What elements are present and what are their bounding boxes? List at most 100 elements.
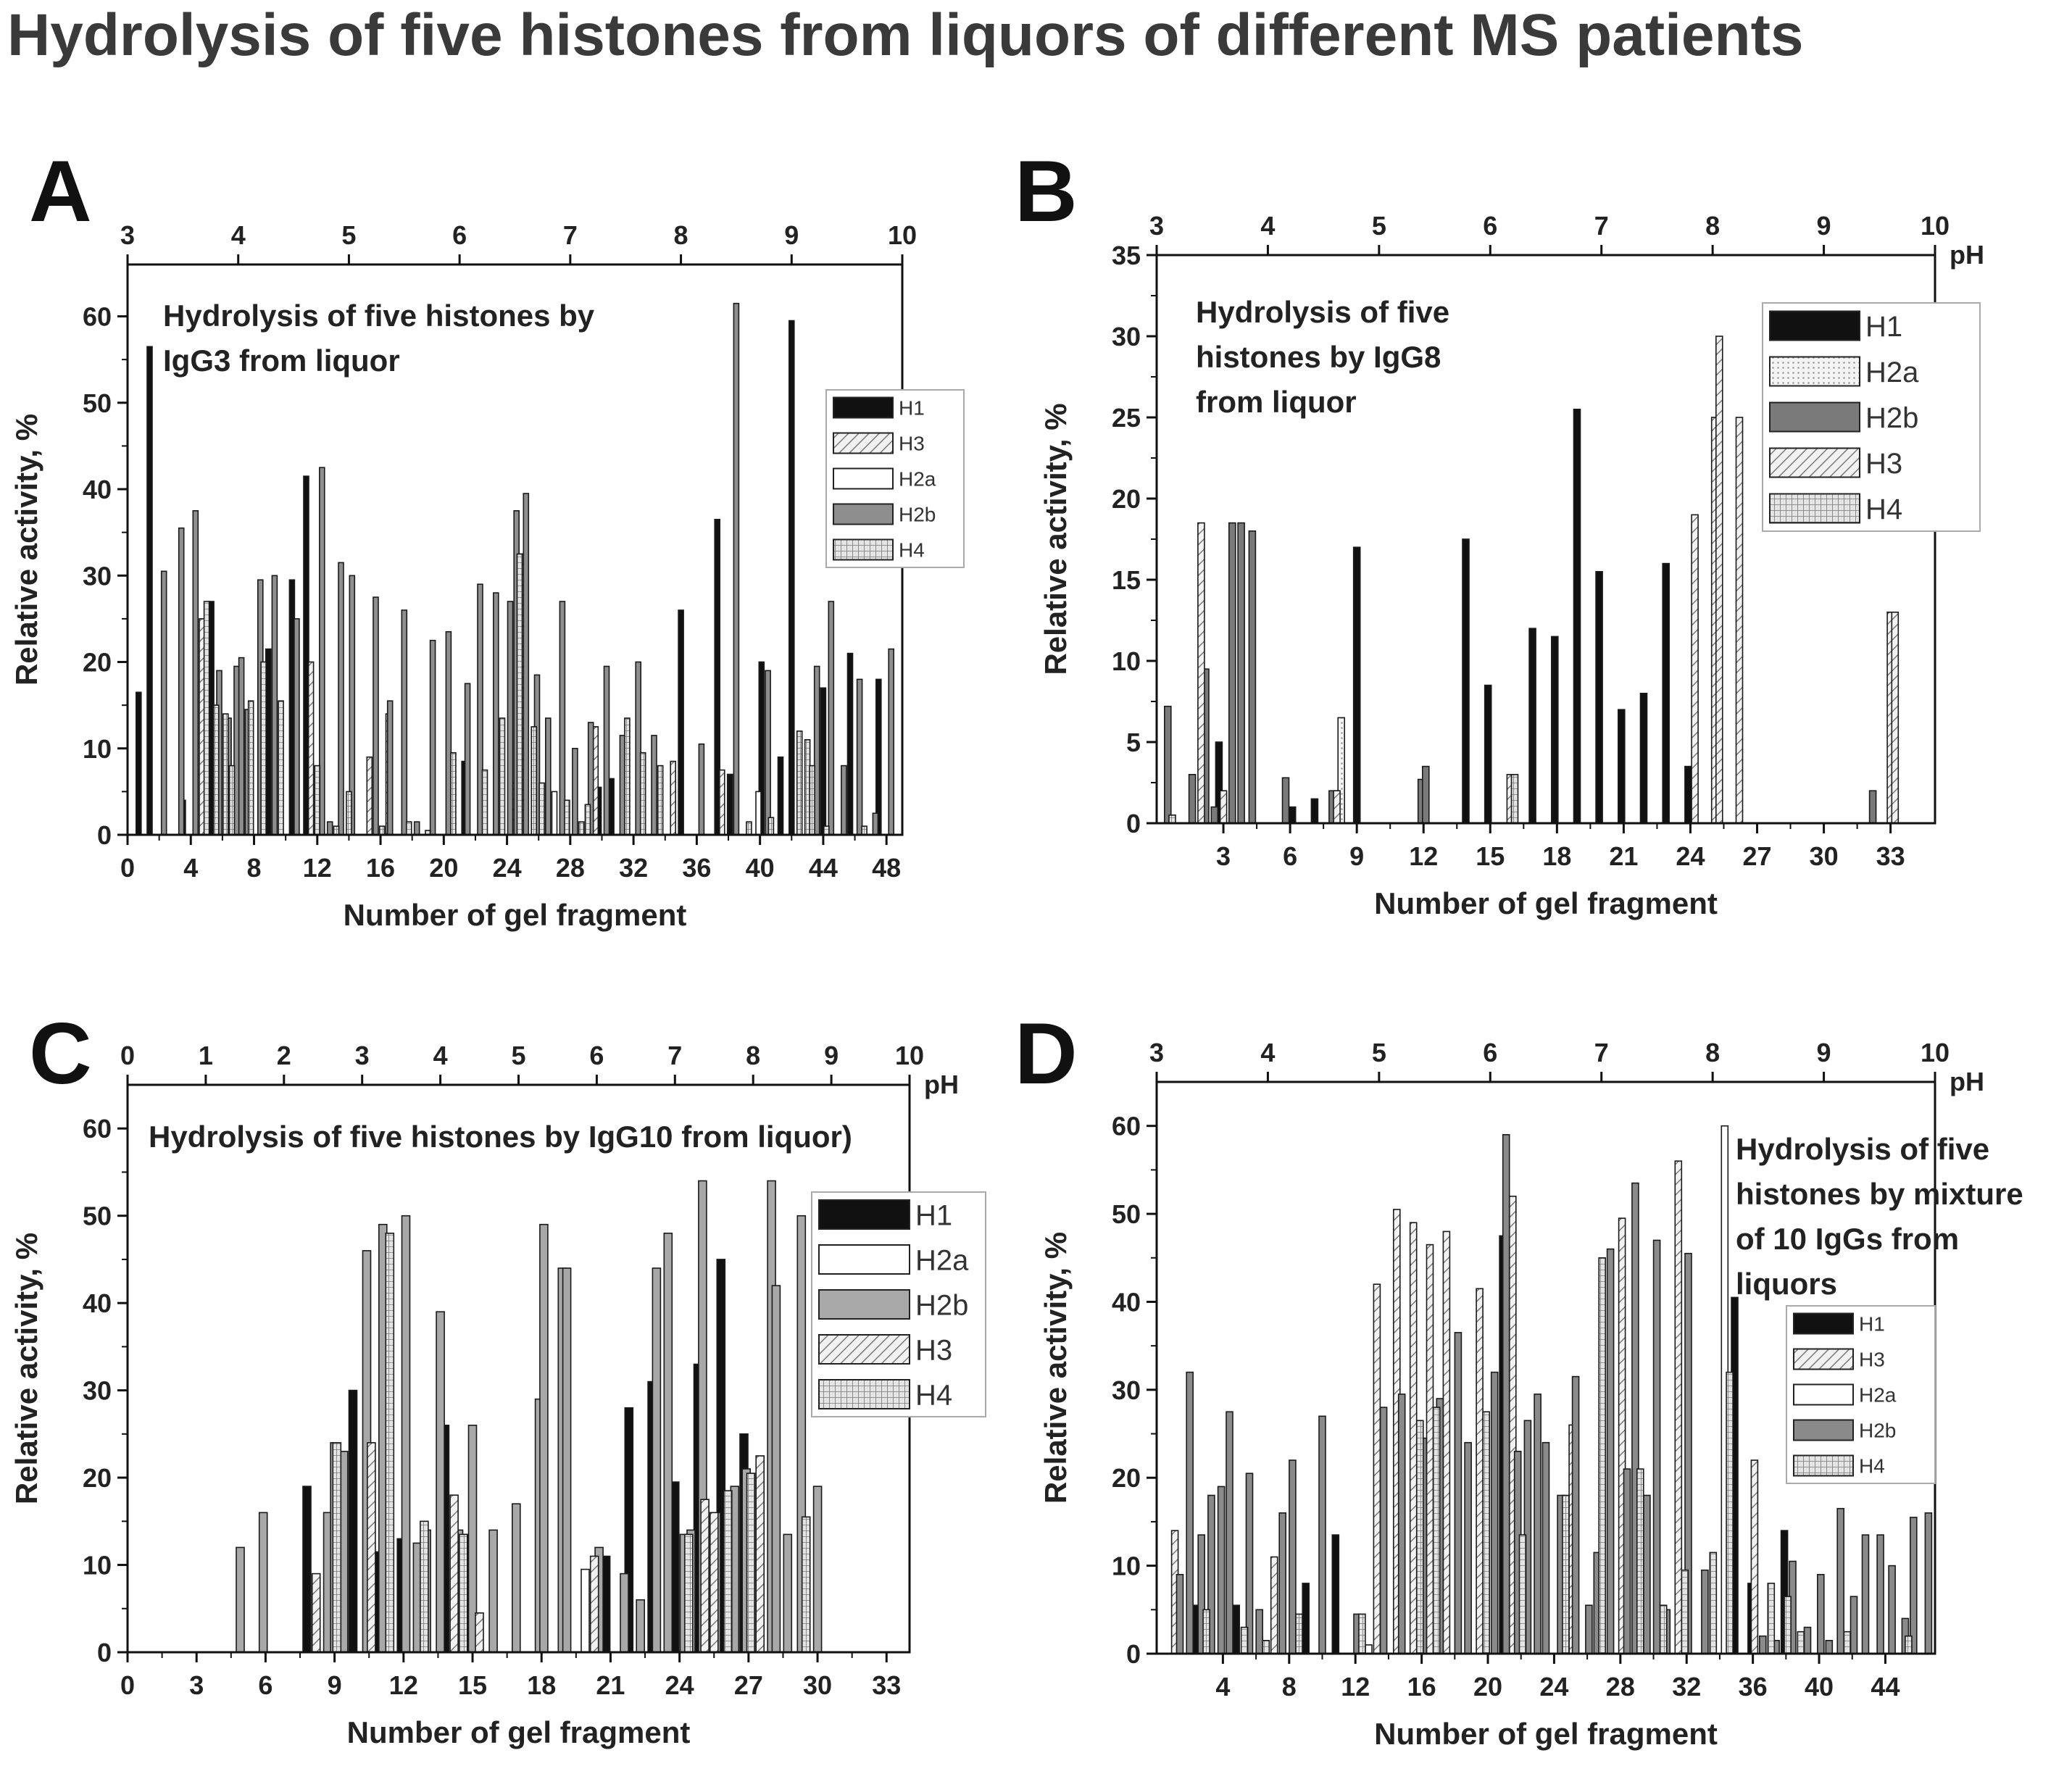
x-tick-label: 21: [596, 1670, 625, 1700]
y-tick-label: 20: [83, 1463, 112, 1493]
x-tick-label: 44: [809, 853, 838, 883]
legend-label-h4: H4: [915, 1379, 952, 1411]
top-axis-label: pH: [924, 1070, 959, 1099]
bar-h4-3: [228, 765, 236, 836]
bar-h2b-8: [1278, 1512, 1286, 1654]
bar-h2b-13: [488, 1529, 498, 1653]
legend-swatch-h4: [833, 538, 894, 561]
bar-h1-3: [1352, 546, 1361, 824]
legend-swatch-h2b: [1769, 401, 1860, 433]
y-tick-label: 35: [1112, 241, 1141, 270]
bar-h2b-0: [160, 570, 167, 836]
bar-h4-4: [683, 1533, 694, 1653]
bar-h4-10: [1598, 1257, 1606, 1654]
bar-h2b-3: [1210, 806, 1219, 824]
x-tick-label: 8: [247, 853, 262, 883]
bar-h4-15: [1726, 1371, 1734, 1654]
legend-swatch-h1: [833, 396, 894, 419]
bar-h2b-26: [523, 493, 530, 836]
top-tick-label: 4: [231, 220, 246, 250]
legend-label-h2b: H2b: [1865, 402, 1918, 434]
top-tick-label: 10: [895, 1041, 924, 1070]
bar-h3-4: [589, 1555, 599, 1653]
bar-h2b-36: [1759, 1635, 1767, 1654]
top-tick-label: 5: [1372, 211, 1386, 241]
legend-swatch-h2a: [1793, 1383, 1854, 1406]
bar-h4-20: [1905, 1635, 1913, 1654]
y-axis-label: Relative activity, %: [1039, 403, 1073, 675]
y-tick-label: 60: [83, 302, 112, 332]
bar-h2b-48: [1910, 1517, 1918, 1654]
panel-letter-d: D: [1015, 1005, 1078, 1102]
x-tick-label: 40: [746, 853, 775, 883]
bar-h2b-1: [1186, 1371, 1194, 1654]
y-tick-label: 25: [1112, 403, 1141, 433]
bar-h4-6: [1432, 1407, 1441, 1654]
bar-h1-15: [789, 320, 795, 836]
bar-h4-4: [247, 700, 254, 836]
bar-h2b-4: [1217, 1486, 1226, 1654]
bar-h2b-12: [1379, 1407, 1388, 1654]
bar-h2b-29: [1623, 1468, 1631, 1654]
bar-h2b-7: [1281, 777, 1290, 824]
y-tick-label: 60: [1112, 1112, 1141, 1141]
bar-h2b-6: [1248, 530, 1257, 824]
chart-annotation: histones by IgG8: [1196, 340, 1441, 374]
bar-h4-10: [378, 825, 386, 836]
legend-label-h4: H4: [1865, 493, 1902, 525]
y-axis-label: Relative activity, %: [9, 1233, 43, 1504]
bar-h2b-23: [492, 592, 499, 836]
bar-h2b-17: [1464, 1441, 1472, 1654]
chart-annotation: of 10 IgGs from: [1736, 1222, 1959, 1256]
y-tick-label: 15: [1112, 565, 1141, 595]
top-tick-label: 4: [433, 1041, 448, 1070]
bar-h4-8: [333, 825, 340, 836]
legend-swatch-h1: [1769, 310, 1860, 341]
top-tick-label: 7: [667, 1041, 682, 1070]
bar-h2b-44: [1861, 1534, 1870, 1654]
bar-h2b-5: [1237, 522, 1245, 824]
top-tick-label: 8: [1705, 211, 1720, 241]
bar-h4-11: [405, 821, 412, 836]
x-tick-label: 16: [1407, 1672, 1436, 1702]
bar-h4-7: [314, 765, 321, 836]
bar-h3-6: [1442, 1230, 1451, 1654]
y-tick-label: 50: [83, 1201, 112, 1231]
bar-h2b-44: [888, 648, 894, 836]
bar-h2b-21: [636, 1599, 646, 1653]
legend-swatch-h2a: [1769, 356, 1860, 387]
bar-h2a-1: [755, 791, 762, 836]
y-tick-label: 0: [97, 1638, 112, 1667]
legend-label-h3: H3: [1859, 1349, 1885, 1371]
bar-h1-0: [302, 1486, 312, 1653]
bar-h4-18: [538, 782, 545, 836]
x-tick-label: 33: [872, 1670, 901, 1700]
bar-h2b-2: [192, 509, 199, 836]
y-tick-label: 40: [83, 1288, 112, 1318]
bar-h3-0: [1197, 522, 1205, 824]
bar-h2b-9: [271, 575, 278, 836]
bar-h4-11: [1636, 1468, 1644, 1654]
top-tick-label: 7: [1594, 211, 1609, 241]
bar-h4-18: [1797, 1630, 1805, 1654]
bar-h4-21: [584, 804, 591, 836]
bar-h4-5: [260, 661, 267, 836]
bar-h4-27: [796, 730, 803, 836]
bar-h2b-16: [539, 1223, 549, 1653]
top-axis-label: pH: [1950, 1067, 1984, 1096]
bar-h2b-5: [1226, 1411, 1233, 1654]
bar-h2b-22: [1534, 1394, 1541, 1654]
bar-h4-7: [1482, 1411, 1490, 1654]
bar-h2b-1: [178, 527, 185, 836]
bar-h1-1: [146, 346, 153, 836]
x-axis-label: Number of gel fragment: [347, 1715, 691, 1749]
bar-h4-2: [420, 1520, 429, 1653]
bar-h3-5: [1426, 1244, 1434, 1654]
x-tick-label: 15: [458, 1670, 487, 1700]
bar-h2a-0: [581, 1568, 590, 1653]
top-axis-label: pH: [1950, 240, 1984, 270]
y-tick-label: 10: [83, 734, 112, 764]
x-axis-label: Number of gel fragment: [344, 898, 687, 932]
bar-h2b-34: [812, 1486, 823, 1653]
